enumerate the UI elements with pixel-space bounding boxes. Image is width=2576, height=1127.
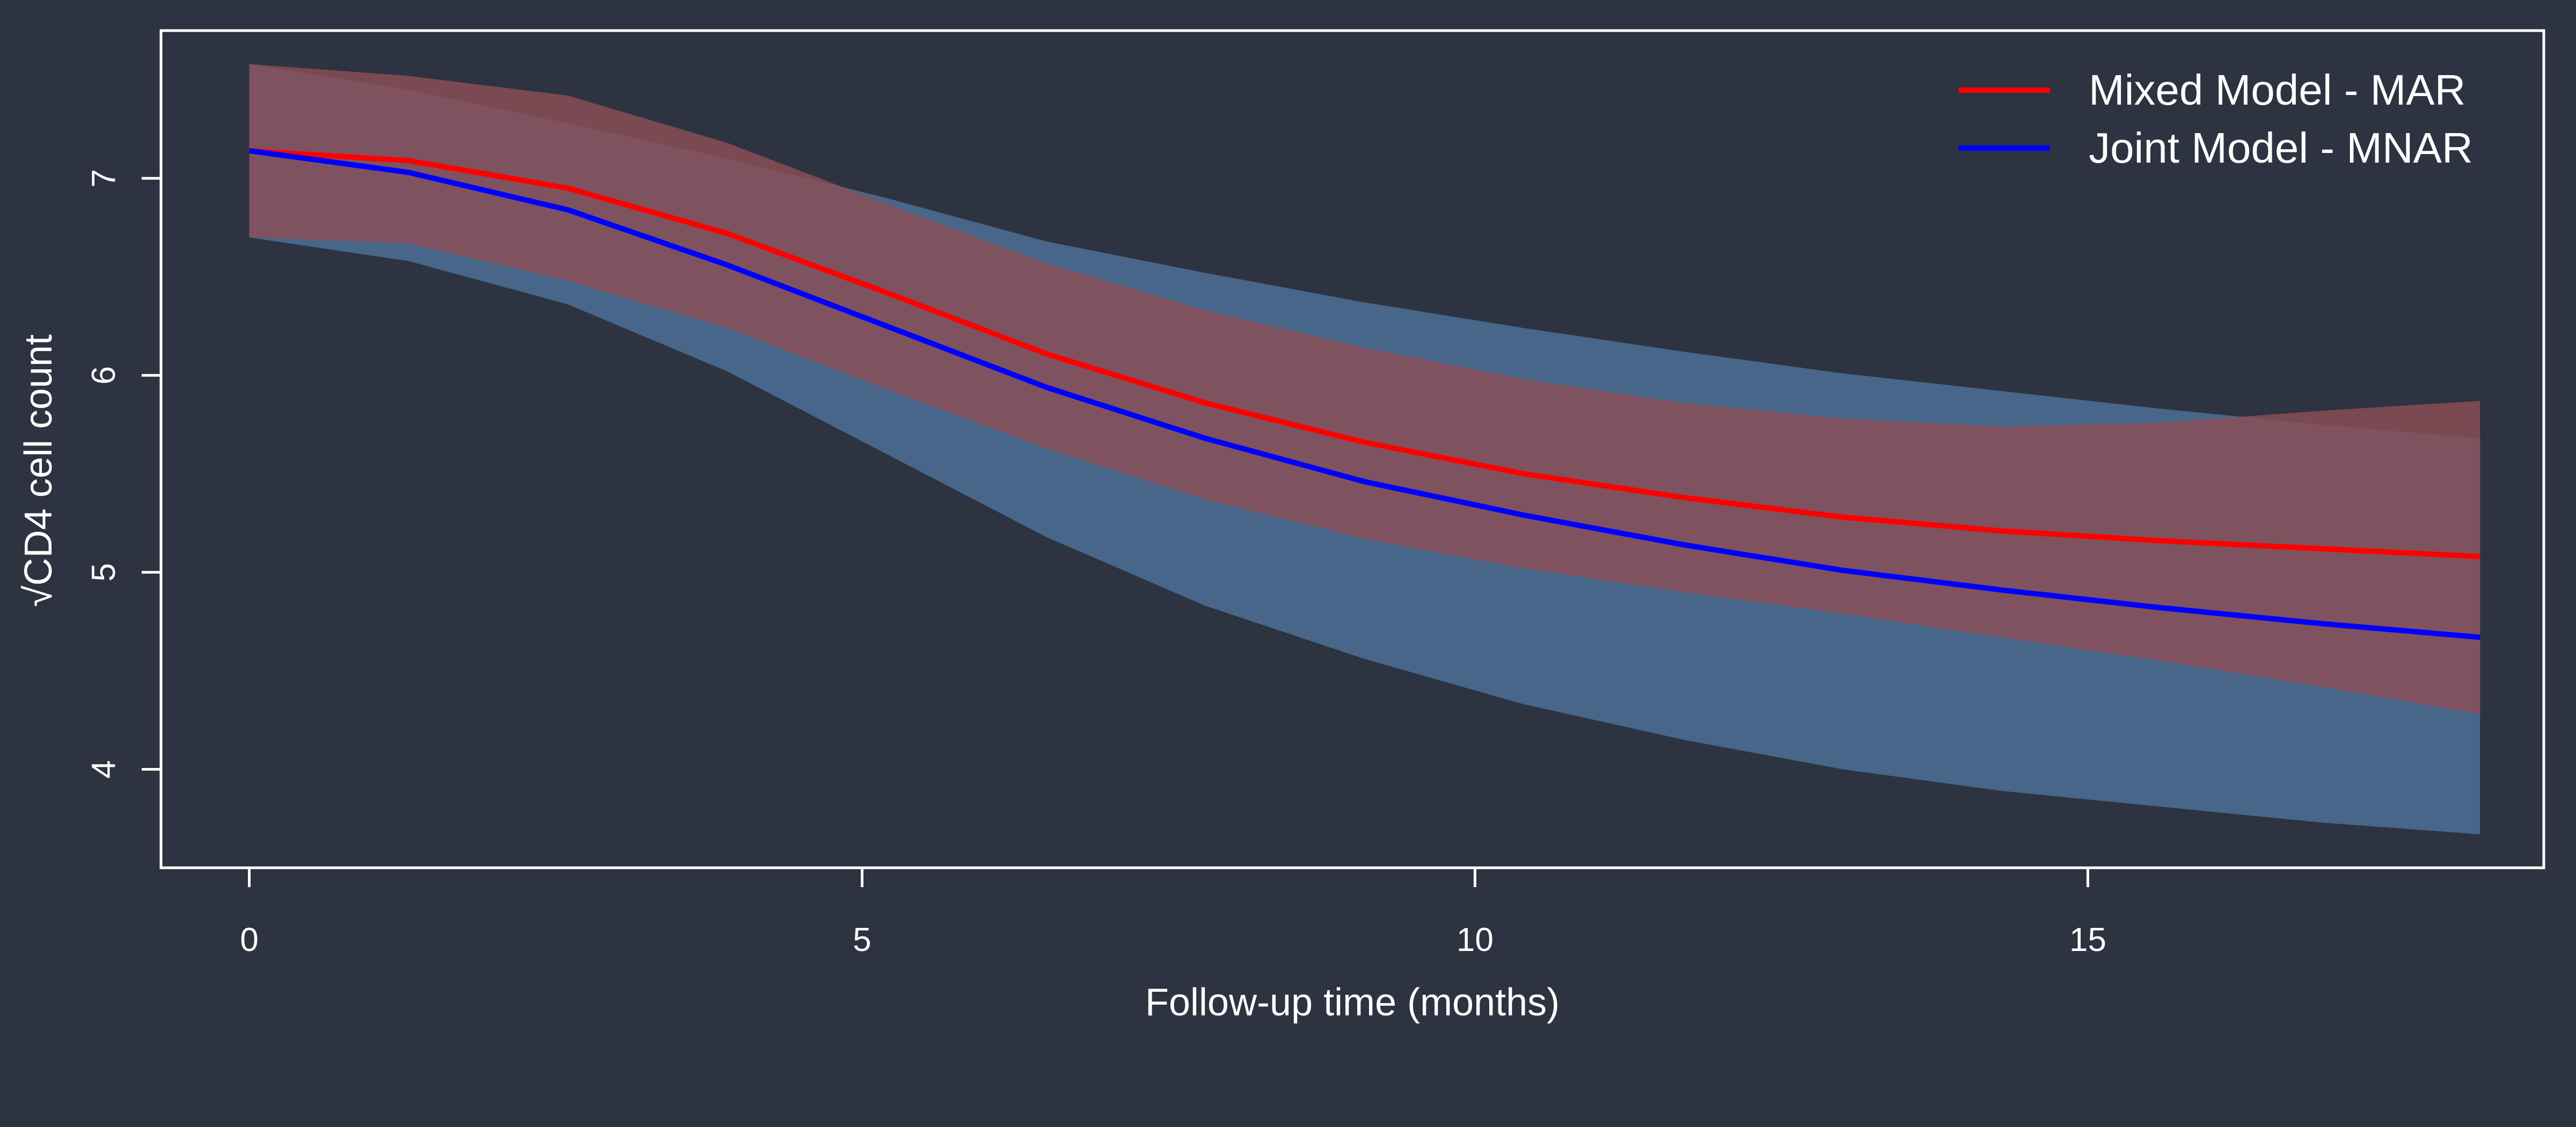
ci-band-mixed-model	[249, 64, 2480, 714]
y-axis: 4 5 6 7	[85, 169, 161, 779]
y-tick-label: 5	[85, 563, 122, 581]
x-tick-label: 10	[1457, 921, 1494, 958]
confidence-bands	[249, 64, 2480, 835]
series-lines	[248, 148, 2480, 640]
x-axis: 0 5 10 15	[240, 866, 2106, 958]
y-tick-label: 6	[85, 366, 122, 384]
legend-label: Mixed Model - MAR	[2089, 66, 2465, 114]
y-tick-label: 7	[85, 169, 122, 187]
y-tick-label: 4	[85, 760, 122, 778]
x-tick-label: 15	[2069, 921, 2106, 958]
legend-label: Joint Model - MNAR	[2089, 124, 2473, 172]
legend: Mixed Model - MAR Joint Model - MNAR	[1959, 66, 2473, 172]
series-line-joint-model	[248, 148, 2480, 640]
series-line-mixed-model	[249, 148, 2480, 560]
x-tick-label: 0	[240, 921, 258, 958]
y-axis-label: √CD4 cell count	[17, 334, 60, 607]
x-axis-label: Follow-up time (months)	[1145, 981, 1560, 1024]
x-tick-label: 5	[853, 921, 871, 958]
